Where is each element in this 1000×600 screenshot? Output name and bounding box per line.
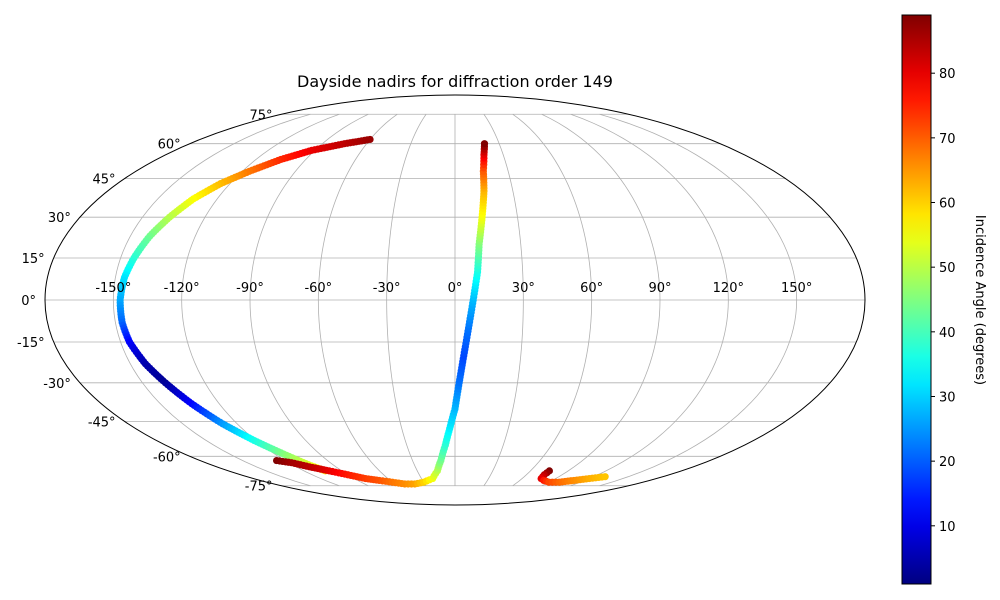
chart-title: Dayside nadirs for diffraction order 149 [297, 72, 613, 91]
longitude-tick-label: -90° [236, 281, 264, 296]
colorbar-tick-label: 10 [939, 520, 956, 535]
meridian-gridline [317, 113, 398, 487]
longitude-tick-label: -30° [373, 281, 401, 296]
data-point-series-2 [480, 140, 489, 148]
latitude-tick-label: -30° [43, 377, 71, 392]
longitude-tick-label: -150° [95, 281, 131, 296]
colorbar-tick-label: 80 [939, 67, 956, 82]
latitude-tick-label: -75° [245, 480, 273, 495]
meridian-gridline [570, 113, 729, 487]
data-points [116, 135, 609, 488]
meridian-gridline [249, 113, 369, 487]
colorbar-tick-label: 70 [939, 132, 956, 147]
colorbar-tick-label: 60 [939, 197, 956, 212]
latitude-tick-labels: 75° 60° 45° 30° 15° 0° -15° -30° -45° -60° -75° [17, 108, 273, 494]
longitude-tick-label: 30° [512, 281, 535, 296]
data-point-series-3 [601, 473, 609, 481]
longitude-tick-label: 0° [448, 281, 463, 296]
latitude-tick-label: 45° [93, 173, 116, 188]
colorbar-label: Incidence Angle (degrees) [972, 215, 987, 385]
graticule [45, 113, 865, 487]
longitude-tick-label: -120° [164, 281, 200, 296]
colorbar-tick-label: 20 [939, 455, 956, 470]
latitude-tick-label: -60° [153, 450, 181, 465]
latitude-tick-label: -15° [17, 336, 45, 351]
longitude-tick-label: 120° [713, 281, 744, 296]
colorbar-tick-label: 30 [939, 390, 956, 405]
colorbar: 10 20 30 40 50 60 70 80 Incidence Angle (degrees… [901, 14, 987, 585]
latitude-tick-label: 75° [249, 108, 272, 123]
colorbar-tick-label: 50 [939, 261, 956, 276]
latitude-tick-label: 30° [48, 211, 71, 226]
latitude-tick-label: 0° [21, 294, 36, 309]
meridian-gridline [483, 114, 524, 486]
meridian-gridline [112, 113, 311, 487]
latitude-tick-label: -45° [88, 415, 116, 430]
longitude-tick-labels: -150° -120° -90° -60° -30° 0° 30° 60° 90° 120° 150… [95, 281, 812, 296]
latitude-tick-label: 15° [22, 252, 45, 267]
longitude-tick-label: 150° [781, 281, 812, 296]
longitude-tick-label: -60° [304, 281, 332, 296]
map-boundary [44, 94, 866, 506]
meridian-gridline [541, 113, 661, 487]
meridian-gridline [599, 113, 798, 487]
longitude-tick-label: 90° [648, 281, 671, 296]
meridian-gridline [386, 114, 427, 486]
colorbar-gradient [901, 14, 932, 585]
latitude-tick-label: 60° [158, 138, 181, 153]
colorbar-tick-label: 40 [939, 326, 956, 341]
longitude-tick-label: 60° [580, 281, 603, 296]
meridian-gridline [512, 113, 593, 487]
